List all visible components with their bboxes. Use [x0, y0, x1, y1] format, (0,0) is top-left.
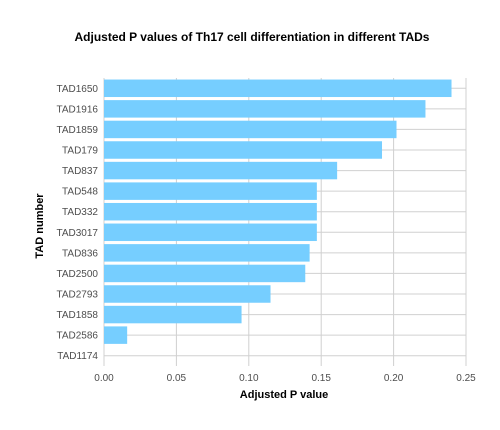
x-tick-label: 0.05: [167, 373, 187, 384]
y-tick-label: TAD1916: [56, 104, 98, 115]
y-tick-label: TAD837: [62, 166, 98, 177]
bar-tad179: [104, 141, 383, 159]
bars: [104, 79, 452, 344]
y-tick-label: TAD2793: [56, 290, 98, 301]
bar-tad548: [104, 182, 317, 200]
y-tick-label: TAD332: [62, 207, 98, 218]
bar-tad1916: [104, 100, 426, 118]
bar-tad3017: [104, 223, 317, 242]
bar-tad2586: [104, 326, 128, 344]
x-tick-label: 0.10: [239, 373, 259, 384]
bar-tad836: [104, 244, 310, 262]
y-tick-label: TAD179: [62, 146, 98, 157]
x-tick-labels: 0.00 0.05 0.10 0.15 0.20 0.25: [94, 373, 476, 384]
x-tick-label: 0.00: [94, 373, 114, 384]
y-tick-label: TAD2500: [56, 269, 98, 280]
x-axis-title: Adjusted P value: [240, 389, 328, 401]
y-tick-label: TAD1174: [57, 351, 98, 362]
y-tick-label: TAD1859: [56, 125, 98, 136]
y-tick-labels: TAD1650 TAD1916 TAD1859 TAD179 TAD837 TAD548 T…: [56, 84, 98, 362]
x-tick-label: 0.25: [456, 373, 476, 384]
y-tick-label: TAD2586: [56, 331, 98, 342]
bar-tad1859: [104, 120, 397, 139]
chart-title: Adjusted P values of Th17 cell different…: [75, 30, 430, 44]
y-tick-label: TAD1858: [56, 310, 98, 321]
x-tick-label: 0.15: [311, 373, 331, 384]
bar-tad2500: [104, 264, 306, 283]
bar-tad837: [104, 161, 338, 180]
x-tick-label: 0.20: [384, 373, 404, 384]
bar-tad1650: [104, 79, 452, 98]
y-tick-label: TAD1650: [56, 84, 98, 95]
bar-tad332: [104, 202, 317, 221]
y-tick-label: TAD548: [62, 187, 98, 198]
y-tick-label: TAD836: [62, 248, 98, 259]
y-tick-label: TAD3017: [56, 228, 98, 239]
bar-tad2793: [104, 285, 271, 303]
bar-tad1858: [104, 305, 242, 324]
y-axis-title: TAD number: [34, 193, 46, 259]
